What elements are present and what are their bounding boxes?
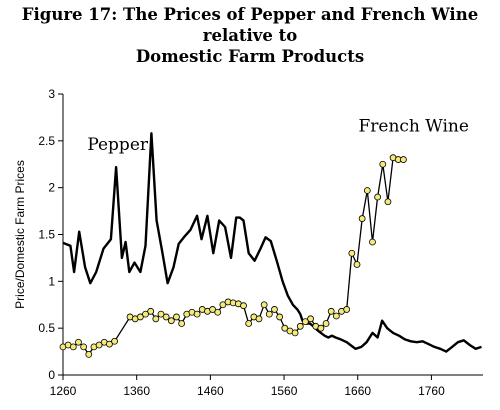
chart-title-line-2: Domestic Farm Products — [135, 47, 365, 66]
data-point-french-wine — [374, 193, 382, 201]
data-point-french-wine — [193, 310, 201, 318]
data-point-french-wine — [69, 343, 77, 351]
x-axis-ticks: 1260 1360 1460 1560 1660 1760 — [50, 375, 445, 398]
y-axis-ticks: 0 0.5 1 1.5 2 2.5 3 — [38, 87, 63, 382]
data-point-french-wine — [245, 320, 253, 327]
data-point-french-wine — [152, 315, 160, 323]
y-tick-label: 2.5 — [38, 134, 55, 148]
x-tick-label: 1260 — [50, 384, 77, 398]
data-point-french-wine — [162, 313, 170, 321]
data-point-french-wine — [369, 238, 376, 246]
data-point-french-wine — [142, 310, 149, 318]
data-point-french-wine — [147, 307, 155, 315]
series-markers — [59, 154, 407, 358]
data-point-french-wine — [281, 324, 289, 332]
y-tick-label: 0 — [48, 368, 55, 382]
data-point-french-wine — [322, 320, 330, 327]
x-tick-label: 1560 — [271, 384, 298, 398]
data-point-french-wine — [332, 312, 340, 320]
data-point-french-wine — [307, 315, 314, 323]
data-point-french-wine — [255, 315, 263, 323]
data-point-french-wine — [173, 313, 180, 321]
data-point-french-wine — [302, 318, 309, 326]
chart-title: Figure 17: The Prices of Pepper and Fren… — [0, 4, 500, 67]
data-point-french-wine — [219, 301, 227, 309]
data-point-french-wine — [400, 156, 407, 163]
data-point-french-wine — [363, 187, 371, 194]
data-point-french-wine — [260, 301, 268, 309]
data-point-french-wine — [106, 340, 113, 348]
series-label-pepper: Pepper — [87, 135, 149, 155]
data-point-french-wine — [265, 310, 273, 318]
data-point-french-wine — [271, 306, 278, 313]
data-point-french-wine — [214, 308, 222, 316]
data-point-french-wine — [95, 341, 103, 349]
x-tick-label: 1460 — [197, 384, 224, 398]
data-point-french-wine — [111, 337, 118, 345]
data-point-french-wine — [384, 198, 392, 206]
data-point-french-wine — [136, 313, 144, 321]
data-point-french-wine — [157, 310, 165, 318]
chart-title-line-1: Figure 17: The Prices of Pepper and Fren… — [21, 5, 479, 45]
x-tick-label: 1760 — [418, 384, 445, 398]
y-tick-label: 0.5 — [38, 321, 55, 335]
data-point-french-wine — [75, 338, 82, 346]
y-axis-label: Price/Domestic Farm Prices — [13, 160, 27, 309]
data-point-french-wine — [358, 215, 366, 222]
y-tick-label: 1.5 — [38, 228, 55, 242]
x-tick-label: 1360 — [123, 384, 150, 398]
data-point-french-wine — [167, 317, 175, 325]
series-lines — [62, 132, 482, 356]
data-point-french-wine — [296, 322, 304, 330]
data-point-french-wine — [348, 249, 356, 257]
data-point-french-wine — [353, 261, 361, 268]
data-point-french-wine — [379, 160, 387, 168]
data-point-french-wine — [291, 329, 299, 337]
data-point-french-wine — [178, 320, 186, 327]
data-point-french-wine — [343, 306, 351, 313]
data-point-french-wine — [276, 313, 284, 321]
y-tick-label: 2 — [48, 181, 55, 195]
data-point-french-wine — [85, 350, 93, 358]
y-tick-label: 1 — [48, 274, 55, 288]
data-point-french-wine — [80, 343, 88, 351]
x-tick-label: 1660 — [344, 384, 371, 398]
series-label-french-wine: French Wine — [358, 116, 468, 136]
series-line-pepper — [62, 132, 482, 353]
data-point-french-wine — [209, 306, 216, 313]
y-tick-label: 3 — [48, 87, 55, 101]
data-point-french-wine — [240, 302, 247, 310]
data-point-french-wine — [317, 324, 325, 332]
data-point-french-wine — [327, 307, 335, 315]
